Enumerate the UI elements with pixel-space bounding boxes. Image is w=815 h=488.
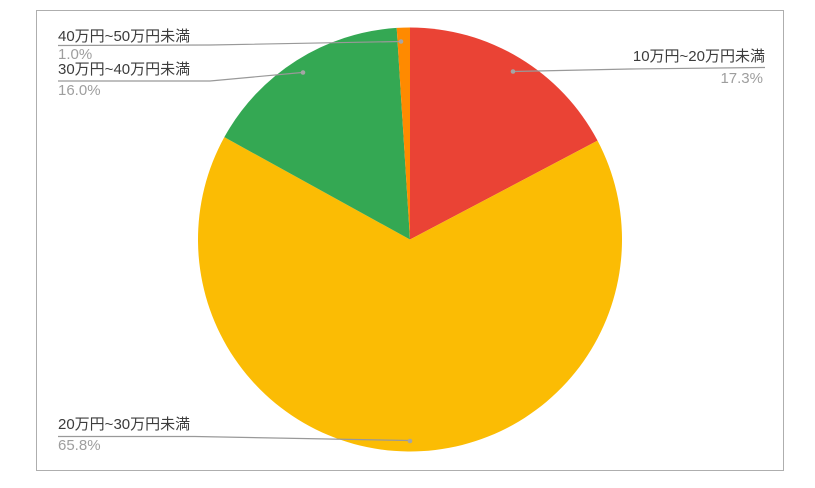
leader-line-3 xyxy=(57,40,401,47)
leader-line-1 xyxy=(58,435,410,442)
slice-percentage: 1.0% xyxy=(58,46,93,63)
leader-line-2 xyxy=(58,71,303,82)
leader-dot-3 xyxy=(398,39,404,44)
slice-label: 30万円~40万円未満 xyxy=(58,61,191,78)
callout-10-20: 10万円~20万円未満 xyxy=(633,49,765,65)
slice-percentage: 16.0% xyxy=(58,82,101,99)
callout-20-30: 20万円~30万円未満 xyxy=(58,417,190,433)
callout-40-50-pct: 1.0% xyxy=(58,47,92,63)
slice-label: 10万円~20万円未満 xyxy=(632,48,765,65)
callout-20-30-pct: 65.8% xyxy=(58,438,101,454)
pie-slices xyxy=(197,27,622,452)
leader-dot-2 xyxy=(300,70,306,75)
leader-dot-0 xyxy=(510,69,516,74)
slice-percentage: 17.3% xyxy=(720,70,763,87)
callout-40-50: 40万円~50万円未満 xyxy=(58,29,190,45)
leader-line-0 xyxy=(512,66,766,73)
pie-slice-2[interactable] xyxy=(224,27,410,240)
pie-slice-1[interactable] xyxy=(197,137,622,452)
callout-30-40: 30万円~40万円未満 xyxy=(58,62,190,78)
leader-lines xyxy=(57,39,766,444)
pie-slice-0[interactable] xyxy=(410,27,598,240)
pie-slice-3[interactable] xyxy=(396,27,410,240)
callout-10-20-pct: 17.3% xyxy=(720,71,763,87)
slice-percentage: 65.8% xyxy=(58,437,101,454)
slice-label: 40万円~50万円未満 xyxy=(58,28,191,45)
callout-30-40-pct: 16.0% xyxy=(58,83,101,99)
leader-dot-1 xyxy=(407,438,413,444)
slice-label: 20万円~30万円未満 xyxy=(58,416,191,433)
